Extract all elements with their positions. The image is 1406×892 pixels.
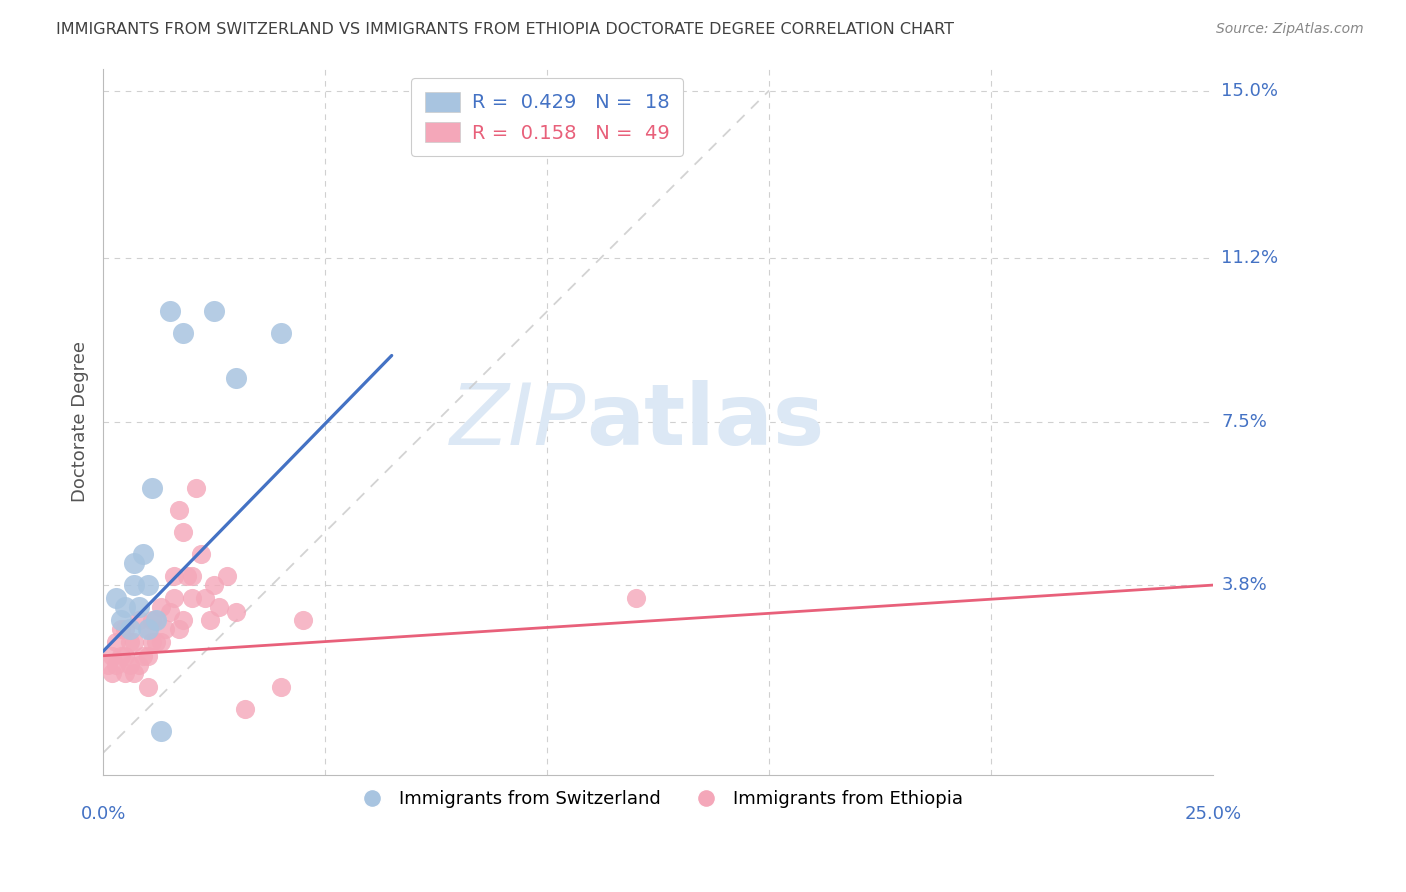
Point	[270, 326, 292, 341]
Y-axis label: Doctorate Degree: Doctorate Degree	[72, 342, 89, 502]
Point	[167, 622, 190, 636]
Text: 25.0%: 25.0%	[1184, 805, 1241, 823]
Point	[181, 569, 204, 583]
Point	[291, 614, 314, 628]
Point	[136, 680, 159, 694]
Point	[132, 648, 155, 663]
Point	[110, 614, 132, 628]
Point	[110, 622, 132, 636]
Point	[101, 648, 124, 663]
Point	[225, 370, 247, 384]
Point	[118, 622, 141, 636]
Point	[132, 547, 155, 561]
Point	[233, 702, 256, 716]
Point	[136, 648, 159, 663]
Point	[118, 657, 141, 672]
Point	[172, 614, 194, 628]
Point	[128, 600, 150, 615]
Point	[141, 635, 163, 649]
Point	[207, 600, 229, 615]
Point	[118, 635, 141, 649]
Point	[172, 525, 194, 540]
Text: IMMIGRANTS FROM SWITZERLAND VS IMMIGRANTS FROM ETHIOPIA DOCTORATE DEGREE CORRELA: IMMIGRANTS FROM SWITZERLAND VS IMMIGRANT…	[56, 22, 955, 37]
Point	[145, 614, 167, 628]
Text: 15.0%: 15.0%	[1222, 81, 1278, 100]
Point	[110, 648, 132, 663]
Point	[202, 578, 225, 592]
Text: atlas: atlas	[586, 380, 824, 463]
Text: 0.0%: 0.0%	[80, 805, 125, 823]
Text: 11.2%: 11.2%	[1222, 250, 1278, 268]
Point	[114, 600, 136, 615]
Point	[163, 591, 186, 606]
Point	[105, 591, 128, 606]
Point	[176, 569, 198, 583]
Point	[159, 605, 181, 619]
Point	[181, 591, 204, 606]
Point	[149, 635, 172, 649]
Point	[114, 648, 136, 663]
Point	[114, 622, 136, 636]
Point	[149, 600, 172, 615]
Point	[624, 591, 647, 606]
Point	[202, 304, 225, 318]
Point	[167, 503, 190, 517]
Point	[145, 635, 167, 649]
Point	[190, 547, 212, 561]
Point	[149, 723, 172, 738]
Point	[122, 666, 145, 681]
Point	[194, 591, 217, 606]
Point	[136, 622, 159, 636]
Point	[122, 578, 145, 592]
Point	[141, 614, 163, 628]
Point	[114, 666, 136, 681]
Point	[198, 614, 221, 628]
Point	[145, 614, 167, 628]
Point	[136, 622, 159, 636]
Text: 3.8%: 3.8%	[1222, 576, 1267, 594]
Point	[186, 481, 208, 495]
Legend: Immigrants from Switzerland, Immigrants from Ethiopia: Immigrants from Switzerland, Immigrants …	[346, 783, 970, 815]
Point	[141, 481, 163, 495]
Point	[128, 614, 150, 628]
Point	[159, 304, 181, 318]
Point	[163, 569, 186, 583]
Point	[97, 657, 120, 672]
Point	[270, 680, 292, 694]
Point	[225, 605, 247, 619]
Point	[105, 657, 128, 672]
Point	[105, 635, 128, 649]
Text: Source: ZipAtlas.com: Source: ZipAtlas.com	[1216, 22, 1364, 37]
Point	[128, 657, 150, 672]
Point	[172, 326, 194, 341]
Point	[122, 635, 145, 649]
Point	[136, 578, 159, 592]
Point	[101, 666, 124, 681]
Point	[155, 622, 177, 636]
Point	[217, 569, 239, 583]
Point	[122, 556, 145, 570]
Text: 7.5%: 7.5%	[1222, 413, 1267, 431]
Text: ZIP: ZIP	[450, 380, 586, 463]
